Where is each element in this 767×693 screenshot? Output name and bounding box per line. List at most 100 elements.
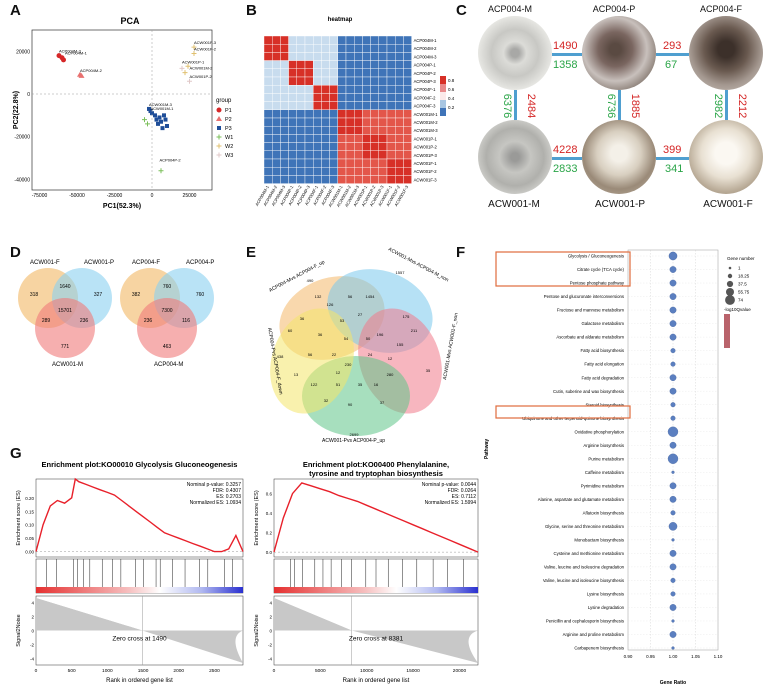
heatmap-cell — [313, 84, 322, 94]
kegg-bubble — [670, 591, 676, 597]
pca-point-label: ACP004M-1 — [65, 51, 88, 56]
pca-xtick: -50000 — [69, 193, 85, 199]
heatmap-cell — [321, 93, 330, 102]
gsea-xtick: 0 — [35, 668, 38, 674]
heatmap-cell — [370, 84, 379, 94]
heatmap-cell — [353, 150, 363, 160]
heatmap-cell — [263, 60, 273, 69]
count-up-acp004-pf: 293 — [663, 40, 682, 52]
heatmap-cell — [345, 150, 355, 160]
heatmap-cell — [263, 44, 273, 53]
venn-e-value: 175 — [403, 314, 410, 319]
heatmap-scale-label: 0.8 — [448, 78, 455, 83]
venn-d2-circle-c — [137, 298, 197, 358]
heatmap-cell — [272, 166, 281, 176]
venn-e: ACP004-Mvs ACP004-F_up ACW001-Mvs ACP004… — [266, 246, 460, 444]
venn-e-value: 280 — [387, 372, 394, 377]
pca-ytick: 20000 — [16, 49, 30, 55]
heatmap-cell — [263, 76, 273, 86]
panel-label-b: B — [246, 2, 257, 19]
gsea-noise-ytick: -4 — [268, 657, 272, 662]
heatmap-cell — [296, 125, 306, 135]
kegg-bubble — [669, 604, 677, 611]
heatmap-cell — [272, 175, 281, 184]
heatmap-cell — [313, 125, 322, 135]
heatmap-cell — [288, 125, 297, 135]
gsea-stat: Nominal p-value: 0.3257 — [187, 482, 241, 488]
heatmap-cell — [378, 142, 388, 152]
heatmap-cell — [329, 166, 338, 176]
heatmap-cell — [329, 109, 338, 119]
heatmap-row-label: ACP004F-3 — [414, 104, 437, 109]
venn-e-label-3: ACW001-Mvs ACW001-F_non — [442, 312, 460, 380]
kegg-size-legend-dot — [727, 273, 733, 279]
pca-ylabel: PC2(22.8%) — [13, 91, 20, 129]
gsea-noise-ylabel: Signal2Noise — [16, 614, 22, 646]
photo-label-acw001-m: ACW001-M — [488, 199, 540, 210]
heatmap-cell — [386, 158, 396, 168]
heatmap-cell — [288, 101, 297, 110]
heatmap-cell — [394, 158, 404, 168]
pca-legend-label: P2 — [225, 117, 232, 123]
kegg-bubble — [669, 482, 677, 490]
heatmap-cell — [337, 117, 347, 127]
heatmap-row-label: ACP004P-2 — [414, 71, 437, 76]
heatmap-cell — [329, 150, 338, 160]
venn-e-value: 1454 — [366, 294, 376, 299]
photo-acp004-f — [689, 16, 763, 90]
gsea-rank-bar — [274, 587, 478, 593]
heatmap-cell — [296, 150, 306, 160]
kegg-pathway-label: Carbapenem biosynthesis — [574, 646, 624, 651]
heatmap-cell — [394, 134, 404, 143]
photo-acp004-m — [478, 16, 552, 90]
kegg-size-legend-dot — [726, 288, 734, 296]
heatmap-cell — [263, 158, 273, 168]
heatmap-cell — [329, 158, 338, 168]
heatmap-cell — [288, 44, 297, 53]
heatmap-cell — [296, 142, 306, 152]
gsea-es-frame — [35, 478, 244, 558]
kegg-bubble — [670, 577, 676, 583]
kegg-pathway-label: Glycolysis / Gluconeogenesis — [568, 254, 624, 259]
pca-ytick: -40000 — [14, 177, 30, 183]
kegg-size-legend-label: 74 — [738, 298, 744, 303]
pca-point-label: ACW001M-1 — [151, 106, 175, 111]
venn-e-value: 132 — [315, 294, 322, 299]
gsea-es-ytick: 0.05 — [25, 536, 34, 541]
heatmap-cell — [378, 134, 388, 143]
heatmap-cell — [362, 125, 371, 135]
heatmap-cell — [337, 68, 347, 78]
venn-d1-a: 318 — [30, 292, 39, 298]
heatmap-scale-step — [440, 108, 446, 116]
venn-e-value: 36 — [300, 316, 305, 321]
count-down-acp004-pf: 67 — [665, 59, 678, 71]
kegg-pathway-label: Pentose phosphate pathway — [570, 281, 625, 286]
kegg-bubble — [669, 563, 677, 571]
heatmap-cell — [345, 93, 355, 102]
heatmap-cell — [280, 175, 289, 184]
heatmap-cell — [362, 166, 371, 176]
pca-point — [163, 117, 168, 122]
heatmap-cell — [370, 142, 379, 152]
heatmap-cell — [304, 52, 314, 61]
gsea-xtick: 15000 — [406, 668, 420, 674]
pca-legend-marker — [216, 116, 222, 121]
pca-title: PCA — [120, 16, 140, 26]
venn-d2-a: 382 — [132, 292, 141, 298]
pca-legend-marker — [216, 107, 222, 113]
kegg-xtick: 0.95 — [646, 654, 655, 659]
venn-e-value: 36 — [318, 332, 323, 337]
pca-point — [165, 124, 169, 128]
kegg-pathway-label: Monobactam biosynthesis — [574, 537, 624, 542]
heatmap-cell — [263, 52, 273, 61]
heatmap-cell — [288, 166, 297, 176]
heatmap-cell — [403, 109, 412, 119]
panel-label-f: F — [456, 244, 466, 261]
heatmap-cell — [288, 93, 297, 102]
heatmap-cell — [288, 142, 297, 152]
venn-d2-c: 463 — [163, 344, 172, 350]
kegg-bubble — [667, 426, 679, 437]
gsea-zero-cross: Zero cross at 8381 — [349, 636, 404, 643]
gsea-es-curve — [35, 477, 244, 553]
heatmap-cell — [329, 52, 338, 61]
